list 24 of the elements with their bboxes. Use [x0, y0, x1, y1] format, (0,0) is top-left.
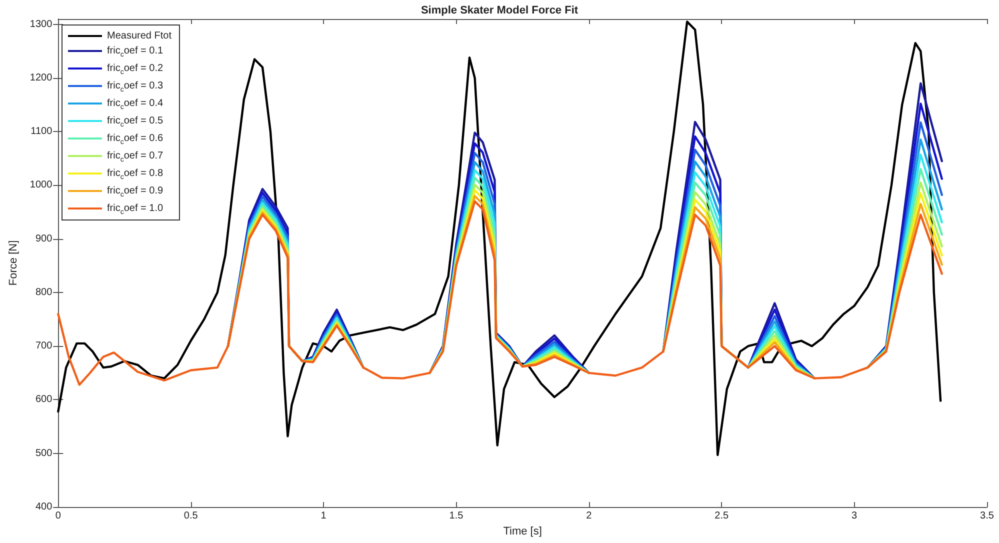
- y-tick-label: 1300: [30, 18, 53, 30]
- line-series: [57, 200, 943, 386]
- y-tick-label: 800: [35, 286, 53, 298]
- x-tick-label: 3: [852, 510, 858, 522]
- y-axis-title: Force [N]: [8, 240, 20, 286]
- line-series: [57, 20, 942, 456]
- x-tick-label: 2: [586, 510, 592, 522]
- y-tick-label: 1100: [30, 126, 53, 138]
- legend-label: Measured Ftot: [107, 30, 172, 42]
- x-tick-label: 3.5: [980, 510, 994, 522]
- x-axis-title: Time [s]: [503, 525, 542, 538]
- x-tick-label: 0.5: [184, 510, 198, 522]
- x-tick-label: 1: [320, 510, 327, 522]
- y-tick-label: 400: [35, 502, 53, 512]
- y-tick-label: 1000: [30, 180, 53, 191]
- y-tick-label: 1200: [30, 72, 53, 84]
- y-tick-label: 700: [35, 340, 53, 352]
- chart-title: Simple Skater Model Force Fit: [420, 4, 578, 16]
- y-tick-label: 900: [35, 233, 53, 244]
- y-tick-label: 500: [35, 448, 53, 459]
- x-tick-label: 0: [55, 510, 62, 522]
- x-tick-label: 1.5: [449, 510, 464, 522]
- x-tick-label: 2.5: [714, 510, 729, 522]
- y-tick-label: 600: [35, 394, 53, 406]
